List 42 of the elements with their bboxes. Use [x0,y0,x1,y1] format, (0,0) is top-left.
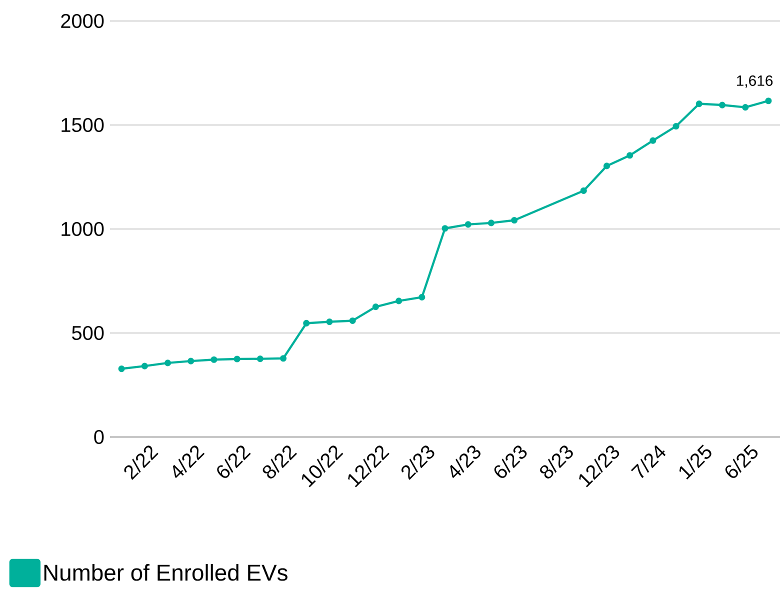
point [442,225,448,232]
point [603,162,610,170]
point [210,356,218,363]
point [464,221,472,228]
point [580,187,587,194]
point [118,365,125,372]
point [234,356,240,362]
y-tick-label: 500 [72,326,104,340]
point [188,358,194,364]
x-tick-label: 6/25 [725,444,758,478]
point [303,320,310,327]
point [418,294,426,301]
point [511,216,518,224]
point [672,122,680,130]
point [396,298,402,304]
x-tick-label: 8/23 [540,446,573,478]
y-tick-label: 1500 [62,118,104,132]
point [626,152,634,159]
point [164,360,172,366]
point [488,220,494,226]
y-tick-label: 0 [94,430,104,444]
x-tick-label: 4/23 [450,446,480,478]
point [256,356,264,362]
y-tick-label: 1000 [62,222,104,236]
point [141,362,148,370]
point [280,355,287,362]
point [718,102,726,108]
legend-label: Number of Enrolled EVs [44,564,288,581]
point [372,304,379,310]
point [650,137,656,144]
point [326,318,333,326]
y-tick-label: 2000 [61,14,104,28]
x-tick-label: 7/24 [630,445,666,478]
x-tick-label: 6/22 [217,446,251,478]
data-label: 1,616 [736,75,773,88]
point [696,100,702,108]
x-tick-label: 4/22 [172,446,205,478]
x-tick-label: 6/23 [494,446,527,478]
point [765,98,772,104]
point [742,104,749,111]
point [349,317,356,324]
x-tick-label: 8/22 [262,446,297,478]
